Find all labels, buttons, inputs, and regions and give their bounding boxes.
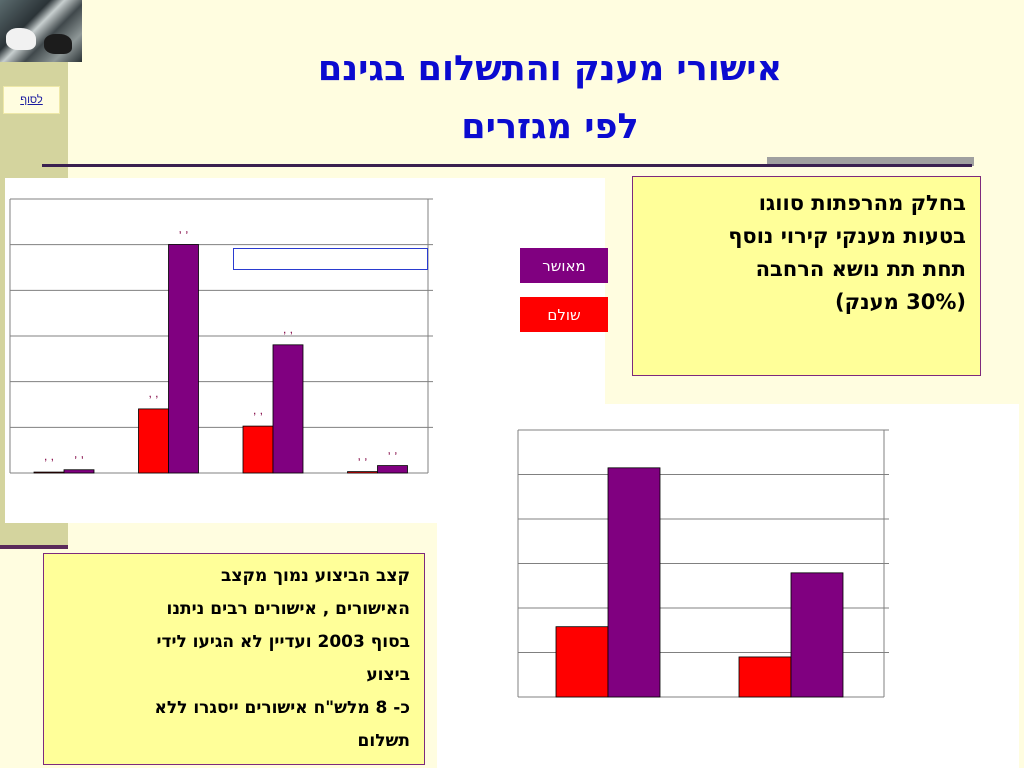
slide-title: אישורי מענק והתשלום בגינם לפי מגזרים	[150, 40, 950, 156]
bar-paid	[347, 471, 378, 474]
bar-approved	[790, 572, 844, 698]
legend-paid-label: שולם	[547, 305, 581, 324]
legend-approved: מאושר	[520, 248, 608, 283]
chart-1: , , , , , , , , , , , , , , , ,	[9, 198, 433, 474]
left-band-divider	[0, 545, 68, 549]
note-line: קצב הביצוע נמוך מקצב	[221, 566, 410, 586]
title-line-2: לפי מגזרים	[461, 107, 639, 147]
data-label: , ,	[387, 443, 397, 457]
data-label: , ,	[253, 403, 263, 417]
legend-approved-label: מאושר	[542, 256, 586, 275]
legend-paid: שולם	[520, 297, 608, 332]
note-line: ביצוע	[366, 665, 410, 685]
bar-approved	[63, 469, 95, 474]
chart-1-empty-textbox	[233, 248, 428, 270]
data-label: , ,	[357, 449, 367, 463]
note-line: (30% מענק)	[835, 290, 966, 314]
bar-paid	[138, 408, 169, 474]
title-line-1: אישורי מענק והתשלום בגינם	[317, 49, 783, 89]
data-label: , ,	[74, 447, 84, 461]
bar-approved	[272, 344, 304, 474]
note-line: תחת תת נושא הרחבה	[755, 257, 966, 281]
bar-paid	[555, 626, 609, 698]
note-line: האישורים , אישורים רבים ניתנו	[166, 599, 411, 619]
note-line: כ- 8 מלש"ח אישורים ייסגרו ללא	[154, 698, 410, 718]
cow-shape	[6, 28, 36, 50]
bar-approved	[377, 465, 408, 474]
note-line: בטעות מענקי קירוי נוסף	[728, 224, 966, 248]
data-label: , ,	[44, 449, 54, 463]
title-divider	[42, 164, 972, 167]
note-execution-pace: קצב הביצוע נמוך מקצב האישורים , אישורים …	[43, 553, 425, 765]
cow-shape	[44, 34, 72, 54]
bar-approved	[607, 467, 661, 698]
data-label: , ,	[178, 222, 188, 236]
data-label: , ,	[283, 322, 293, 336]
note-misclassification: בחלק מהרפתות סווגו בטעות מענקי קירוי נוס…	[632, 176, 981, 376]
bar-approved	[168, 244, 199, 474]
data-label: , ,	[148, 386, 158, 400]
note-line: בחלק מהרפתות סווגו	[758, 191, 966, 215]
note-line: בסוף 2003 ועדיין לא הגיעו לידי	[156, 632, 410, 652]
note-line: תשלום	[357, 731, 410, 751]
title-accent-bar	[767, 157, 974, 166]
dairy-farm-photo	[0, 0, 82, 62]
to-end-link[interactable]: לסוף	[3, 86, 60, 114]
chart-2	[517, 429, 889, 698]
bar-paid	[242, 425, 274, 474]
bar-paid	[738, 656, 792, 698]
bar-paid	[33, 471, 65, 474]
chart-2-panel	[437, 404, 1019, 768]
